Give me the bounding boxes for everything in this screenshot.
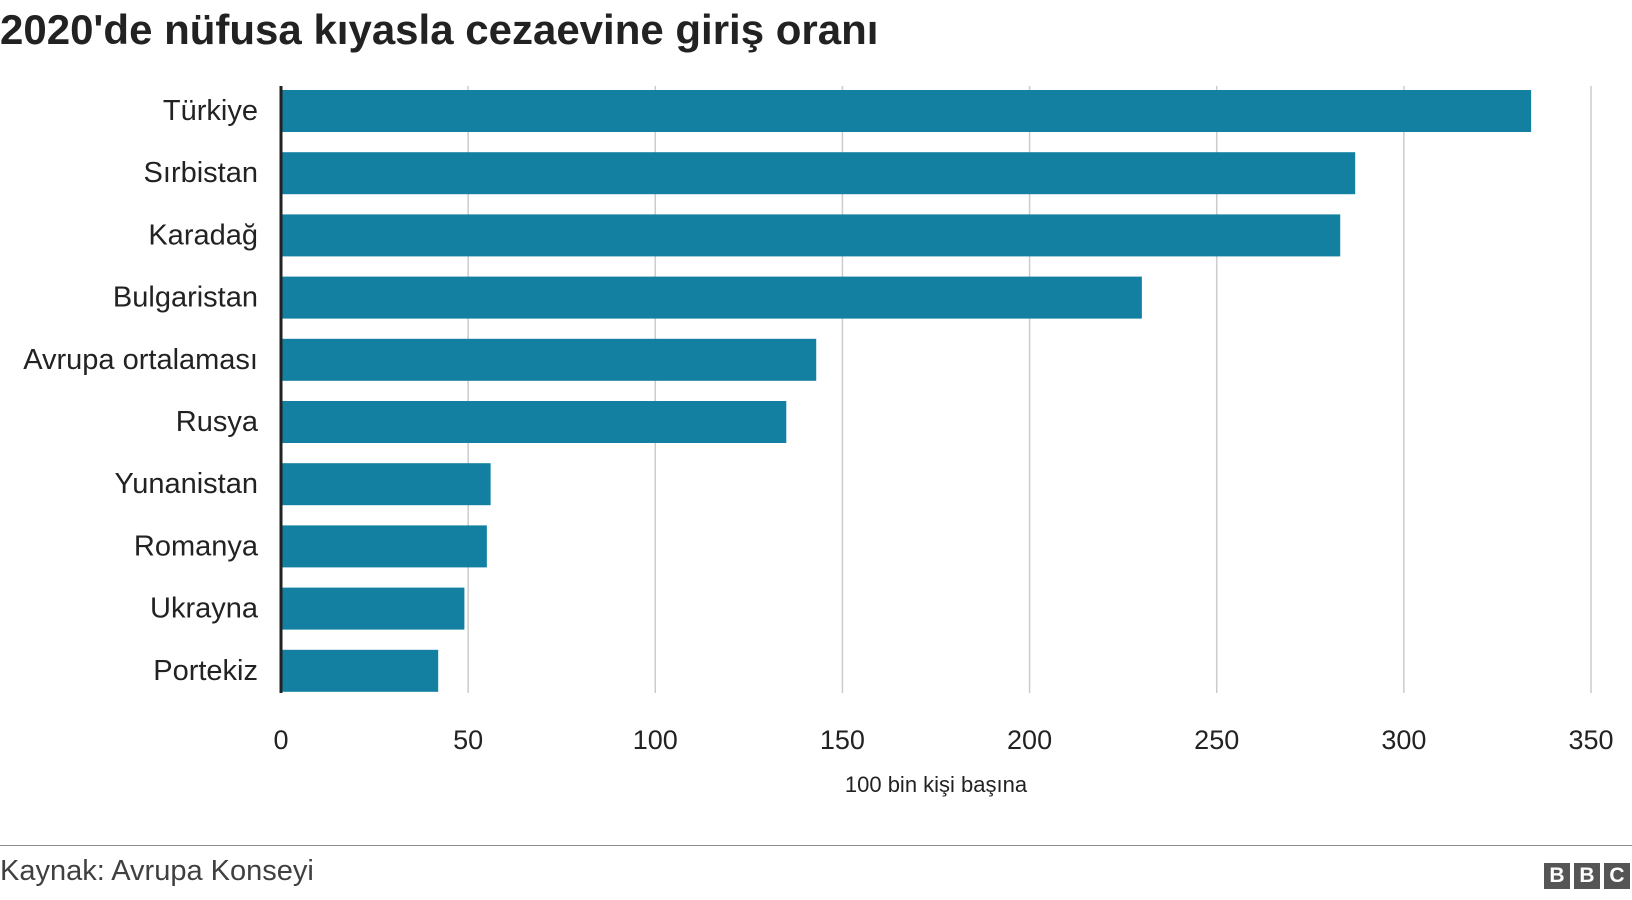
- x-tick-labels: 0 50 100 150 200 250 300 350: [273, 725, 1613, 755]
- chart-title: 2020'de nüfusa kıyasla cezaevine giriş o…: [0, 6, 879, 53]
- category-labels: Türkiye Sırbistan Karadağ Bulgaristan Avrupa…: [23, 95, 259, 687]
- bar: [281, 401, 787, 443]
- category-label: Bulgaristan: [113, 282, 258, 314]
- x-tick-label: 200: [1007, 725, 1052, 755]
- x-tick-label: 0: [273, 725, 288, 755]
- bbc-logo-letter: C: [1604, 863, 1630, 889]
- category-label: Karadağ: [148, 219, 258, 251]
- source-note: Kaynak: Avrupa Konseyi: [0, 855, 314, 887]
- category-label: Romanya: [134, 530, 259, 562]
- category-label: Türkiye: [163, 95, 258, 127]
- category-label: Sırbistan: [144, 157, 258, 189]
- x-tick-label: 300: [1381, 725, 1426, 755]
- x-axis-title: 100 bin kişi başına: [845, 772, 1028, 797]
- bar: [281, 214, 1341, 257]
- bar: [281, 525, 487, 568]
- bar: [281, 649, 439, 692]
- x-tick-label: 350: [1568, 725, 1613, 755]
- bar: [281, 90, 1532, 132]
- x-tick-label: 50: [453, 725, 483, 755]
- bar: [281, 338, 817, 381]
- footer-divider: [0, 845, 1632, 846]
- category-label: Yunanistan: [114, 468, 258, 500]
- bar: [281, 587, 465, 630]
- bbc-logo-letter: B: [1544, 863, 1570, 889]
- bars: [281, 90, 1532, 692]
- category-label: Avrupa ortalaması: [23, 344, 258, 376]
- bar: [281, 276, 1142, 319]
- bbc-logo-letter: B: [1574, 863, 1600, 889]
- bar-chart: Türkiye Sırbistan Karadağ Bulgaristan Avrupa…: [23, 86, 1614, 797]
- x-tick-label: 250: [1194, 725, 1239, 755]
- x-tick-label: 150: [820, 725, 865, 755]
- category-label: Rusya: [176, 406, 259, 438]
- category-label: Ukrayna: [150, 593, 259, 625]
- bar: [281, 152, 1356, 195]
- bar: [281, 463, 491, 506]
- category-label: Portekiz: [153, 655, 258, 687]
- x-tick-label: 100: [633, 725, 678, 755]
- bbc-logo: B B C: [1544, 863, 1630, 889]
